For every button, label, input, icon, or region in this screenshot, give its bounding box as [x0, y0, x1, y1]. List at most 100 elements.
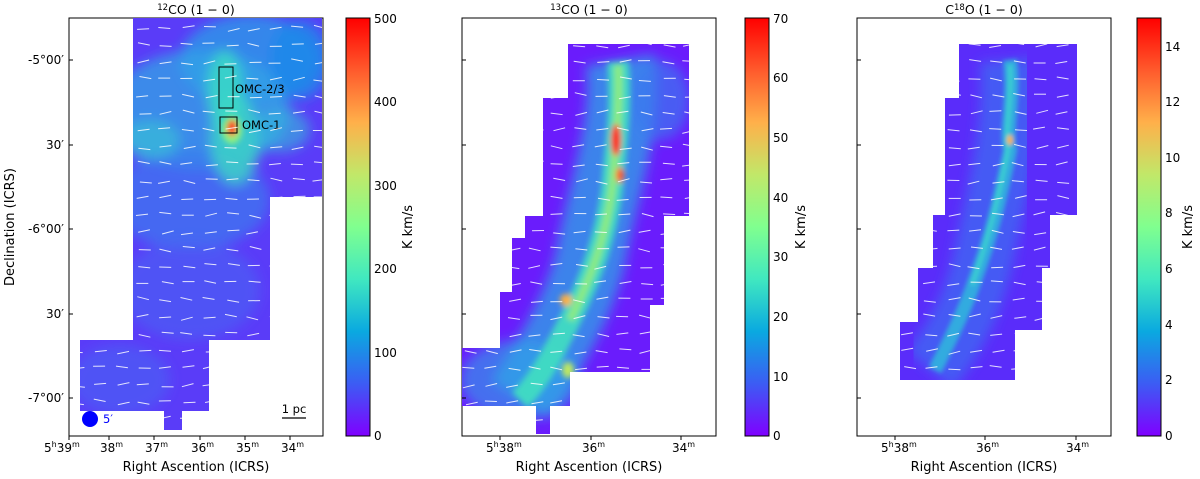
polarization-vector — [1035, 179, 1048, 182]
polarization-vector — [202, 297, 215, 300]
polarization-vector — [948, 263, 961, 268]
polarization-vector — [550, 213, 563, 215]
polarization-vector — [137, 28, 150, 30]
panel-13co: 13CO (1 − 0) 5h38m 36m 34m Right Ascenti… — [461, 2, 809, 475]
polarization-vector — [1057, 195, 1070, 199]
polarization-vector — [596, 365, 609, 368]
polarization-vector — [180, 162, 193, 165]
polarization-vector — [158, 180, 170, 184]
colorbar-tick-label: 8 — [1165, 206, 1173, 220]
polarization-vector — [575, 367, 588, 371]
x-tick-label: 36m — [191, 440, 214, 455]
polarization-vector — [292, 110, 305, 114]
polarization-vector — [161, 331, 174, 334]
polarization-vector — [137, 401, 150, 405]
x-axis-label: Right Ascention (ICRS) — [911, 460, 1058, 475]
polarization-vector — [640, 111, 653, 116]
colorbar-tick-label: 40 — [773, 191, 788, 205]
polarization-vector — [572, 334, 585, 338]
polarization-vector — [618, 96, 631, 100]
polarization-vector — [990, 60, 1003, 63]
polarization-vector — [159, 248, 172, 253]
beam-marker — [82, 411, 98, 427]
polarization-vector — [948, 247, 961, 250]
polarization-vector — [159, 161, 172, 165]
polarization-vector — [226, 178, 239, 181]
polarization-vector — [662, 112, 675, 115]
polarization-vector — [1036, 145, 1049, 149]
polarization-vector — [183, 401, 196, 404]
polarization-vector — [246, 77, 259, 80]
polarization-vector — [552, 382, 565, 386]
polarization-vector — [663, 44, 676, 48]
polarization-vector — [270, 177, 283, 182]
polarization-vector — [901, 332, 913, 336]
polarization-vector — [1057, 181, 1070, 184]
polarization-vector — [528, 265, 541, 269]
polarization-vector — [573, 60, 586, 64]
polarization-vector — [462, 366, 475, 369]
polarization-vector — [923, 281, 936, 285]
polarization-vector — [991, 266, 1004, 269]
polarization-vector — [137, 296, 150, 301]
polarization-vector — [947, 332, 960, 337]
polarization-vector — [638, 80, 651, 82]
polarization-vector — [227, 28, 240, 32]
polarization-vector — [161, 230, 174, 235]
polarization-vector — [530, 382, 543, 386]
polarization-vector — [248, 280, 261, 283]
polarization-vector — [947, 229, 960, 232]
polarization-vector — [617, 162, 630, 165]
polarization-vector — [137, 42, 150, 46]
polarization-vector — [989, 77, 1002, 82]
colorbar-tick-label: 30 — [773, 250, 788, 264]
polarization-vector — [182, 93, 195, 98]
x-axis-label: Right Ascention (ICRS) — [516, 460, 663, 475]
x-tick-label: 36m — [582, 440, 605, 455]
polarization-vector — [948, 368, 961, 371]
polarization-vector — [205, 95, 218, 99]
polarization-vector — [293, 76, 305, 81]
polarization-vector — [115, 365, 128, 369]
polarization-vector — [507, 317, 520, 320]
polarization-vector — [970, 110, 983, 115]
polarization-vector — [183, 265, 196, 269]
polarization-vector — [989, 365, 1002, 368]
polarization-vector — [594, 213, 608, 216]
polarization-vector — [595, 350, 608, 354]
polarization-vector — [202, 110, 215, 113]
polarization-vector — [1013, 281, 1026, 286]
polarization-vector — [616, 332, 629, 335]
polarization-vector — [550, 195, 563, 199]
colorbar-tick-label: 50 — [773, 131, 788, 145]
y-tick-label: 30′ — [46, 307, 64, 321]
polarization-vector — [462, 384, 475, 389]
polarization-vector — [227, 263, 240, 266]
polarization-vector — [967, 266, 980, 270]
polarization-vector — [641, 213, 654, 218]
colorbar-tick-label: 500 — [374, 12, 397, 26]
polarization-vector — [246, 231, 258, 235]
title-12co: 12CO (1 − 0) — [157, 2, 234, 17]
panel-c18o: C18O (1 − 0) 5h38m 36m 34m Right Ascenti… — [856, 2, 1196, 475]
polarization-vector — [1013, 60, 1026, 64]
polarization-vector — [485, 383, 498, 387]
polarization-vector — [1011, 162, 1024, 167]
x-tick-label: 34m — [672, 440, 695, 455]
polarization-vector — [1013, 264, 1026, 268]
polarization-vector — [290, 129, 303, 132]
polarization-vector — [638, 229, 651, 233]
colorbar-tick-label: 200 — [374, 262, 397, 276]
polarization-vector — [575, 248, 588, 251]
polarization-vector — [290, 163, 303, 166]
polarization-vector — [683, 44, 689, 47]
polarization-vector — [1033, 211, 1046, 216]
polarization-vector — [926, 348, 939, 352]
polarization-vector — [161, 281, 174, 285]
polarization-vector — [640, 181, 653, 184]
colorbar-tick-label: 400 — [374, 95, 397, 109]
polarization-vector — [80, 351, 83, 354]
polarization-vector — [117, 382, 130, 386]
polarization-vector — [1055, 212, 1068, 216]
polarization-vector — [314, 95, 322, 100]
